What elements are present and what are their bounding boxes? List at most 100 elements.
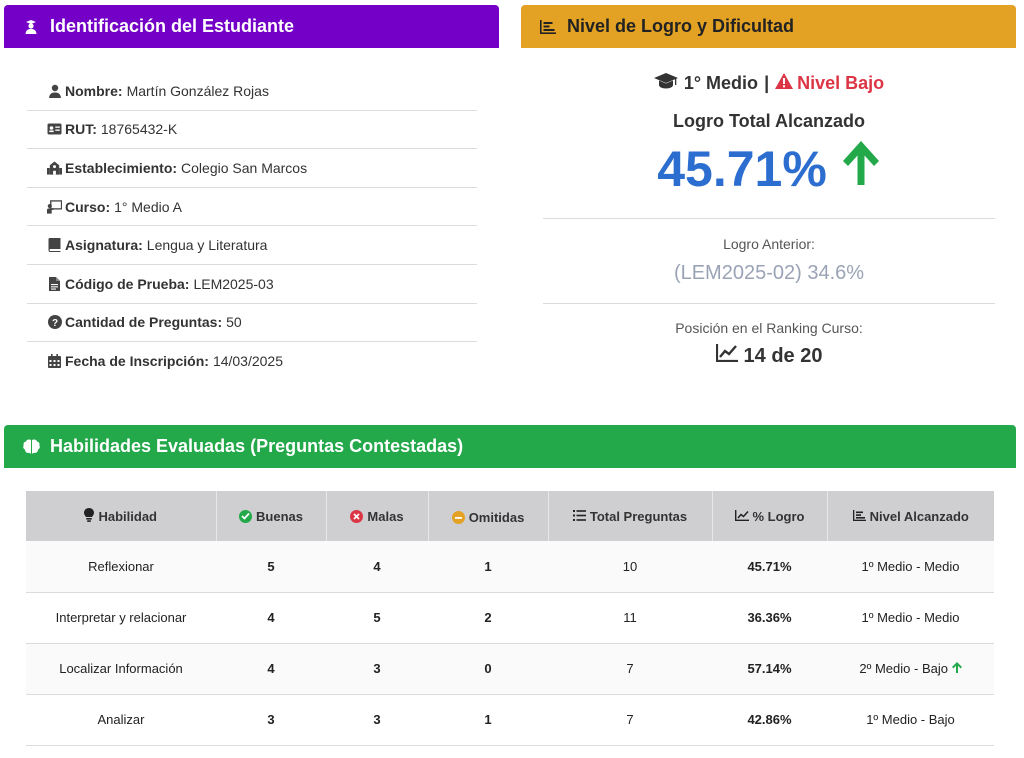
col-omitted: Omitidas	[428, 491, 549, 541]
info-row-test-code: Código de Prueba: LEM2025-03	[27, 265, 477, 304]
cell-pct: 57.14%	[712, 643, 827, 695]
table-header-row: Habilidad Buenas Malas Omitidas Total Pr…	[26, 491, 994, 541]
school-icon	[47, 160, 62, 175]
student-info-list: Nombre: Martín González Rojas RUT: 18765…	[27, 72, 477, 381]
grade-level-line: 1° Medio | Nivel Bajo	[543, 72, 995, 95]
previous-achievement-label: Logro Anterior:	[723, 236, 815, 252]
grade-text: 1° Medio	[683, 73, 759, 93]
info-value: 1° Medio A	[114, 198, 182, 215]
info-row-name: Nombre: Martín González Rojas	[27, 72, 477, 111]
cell-bad: 3	[326, 643, 428, 695]
cell-omitted: 1	[428, 541, 548, 593]
info-value: 50	[226, 314, 242, 331]
list-icon	[572, 509, 586, 524]
cell-level: 1º Medio - Bajo	[827, 694, 994, 746]
user-icon	[47, 83, 62, 98]
col-total: Total Preguntas	[548, 491, 713, 541]
level-value: 1º Medio - Medio	[861, 610, 960, 625]
ranking-value: 14 de 20	[743, 344, 823, 367]
info-label: Nombre:	[65, 82, 123, 99]
info-label: RUT:	[65, 121, 97, 138]
line-chart-icon	[715, 344, 738, 368]
skills-card-header: Habilidades Evaluadas (Preguntas Contest…	[4, 425, 1016, 468]
graduation-cap-icon	[653, 72, 678, 95]
ranking-label: Posición en el Ranking Curso:	[675, 320, 863, 336]
warning-icon	[775, 73, 794, 94]
col-good: Buenas	[216, 491, 327, 541]
cell-level: 1º Medio - Medio	[827, 592, 994, 644]
table-row: Reflexionar 5 4 1 10 45.71% 1º Medio - M…	[26, 541, 994, 593]
col-bad: Malas	[326, 491, 429, 541]
info-value: Colegio San Marcos	[181, 159, 308, 176]
info-row-course: Curso: 1° Medio A	[27, 188, 477, 227]
cell-bad: 5	[326, 592, 428, 644]
total-achievement: 45.71%	[543, 140, 995, 198]
cell-level: 1º Medio - Medio	[827, 541, 994, 593]
book-icon	[47, 238, 62, 253]
info-label: Cantidad de Preguntas:	[65, 314, 223, 331]
student-card-title: Identificación del Estudiante	[50, 16, 295, 36]
student-card-header: Identificación del Estudiante	[4, 5, 499, 48]
bar-chart-icon	[852, 509, 866, 524]
ranking: 14 de 20	[543, 344, 995, 368]
info-value: Martín González Rojas	[126, 82, 269, 99]
brain-icon	[22, 438, 40, 456]
cell-skill: Localizar Información	[26, 643, 216, 695]
col-skill: Habilidad	[26, 491, 217, 541]
cell-total: 7	[548, 643, 712, 695]
grade-separator: |	[764, 73, 770, 93]
level-card-title: Nivel de Logro y Dificultad	[567, 16, 795, 36]
arrow-up-icon	[841, 139, 881, 199]
cell-total: 11	[548, 592, 712, 644]
previous-achievement-value: (LEM2025-02) 34.6%	[673, 262, 865, 284]
info-row-question-count: ? Cantidad de Preguntas: 50	[27, 304, 477, 343]
check-circle-icon	[239, 509, 253, 523]
cell-pct: 36.36%	[712, 592, 827, 644]
cell-good: 3	[216, 694, 326, 746]
table-row: Analizar 3 3 1 7 42.86% 1º Medio - Bajo	[26, 694, 994, 746]
skills-table: Habilidad Buenas Malas Omitidas Total Pr…	[26, 491, 994, 746]
info-label: Código de Prueba:	[65, 275, 190, 292]
info-label: Asignatura:	[65, 237, 143, 254]
info-value: 18765432-K	[100, 121, 178, 138]
line-chart-icon	[734, 509, 749, 524]
cell-skill: Analizar	[26, 694, 216, 746]
graduate-user-icon	[22, 18, 40, 36]
cell-bad: 3	[326, 694, 428, 746]
level-divider	[543, 218, 995, 219]
cell-pct: 42.86%	[712, 694, 827, 746]
question-circle-icon: ?	[47, 315, 62, 330]
cell-total: 10	[548, 541, 712, 593]
cell-good: 5	[216, 541, 326, 593]
cell-pct: 45.71%	[712, 541, 827, 593]
chalkboard-teacher-icon	[47, 199, 62, 214]
level-value: 1º Medio - Bajo	[866, 712, 955, 727]
level-card-header: Nivel de Logro y Dificultad	[521, 5, 1016, 48]
cell-omitted: 1	[428, 694, 548, 746]
lightbulb-icon	[84, 507, 95, 525]
cell-omitted: 2	[428, 592, 548, 644]
info-value: LEM2025-03	[193, 275, 274, 292]
info-row-school: Establecimiento: Colegio San Marcos	[27, 149, 477, 188]
level-badge: Nivel Bajo	[775, 73, 884, 94]
info-row-rut: RUT: 18765432-K	[27, 111, 477, 150]
file-icon	[47, 276, 62, 291]
info-label: Fecha de Inscripción:	[65, 353, 209, 370]
cell-good: 4	[216, 592, 326, 644]
cell-skill: Reflexionar	[26, 541, 216, 593]
cell-total: 7	[548, 694, 712, 746]
calendar-icon	[47, 354, 62, 369]
level-divider	[543, 303, 995, 304]
info-label: Establecimiento:	[65, 159, 178, 176]
col-pct: % Logro	[712, 491, 828, 541]
level-value: 2º Medio - Bajo	[859, 661, 948, 676]
cell-level: 2º Medio - Bajo	[827, 643, 994, 695]
skills-card-title: Habilidades Evaluadas (Preguntas Contest…	[50, 436, 464, 456]
table-row: Localizar Información 4 3 0 7 57.14% 2º …	[26, 643, 994, 695]
cell-skill: Interpretar y relacionar	[26, 592, 216, 644]
level-panel: 1° Medio | Nivel Bajo Logro Total Alcanz…	[543, 60, 995, 368]
level-value: 1º Medio - Medio	[861, 558, 960, 574]
info-label: Curso:	[65, 198, 111, 215]
info-row-subject: Asignatura: Lengua y Literatura	[27, 226, 477, 265]
total-achievement-value: 45.71%	[657, 141, 827, 197]
